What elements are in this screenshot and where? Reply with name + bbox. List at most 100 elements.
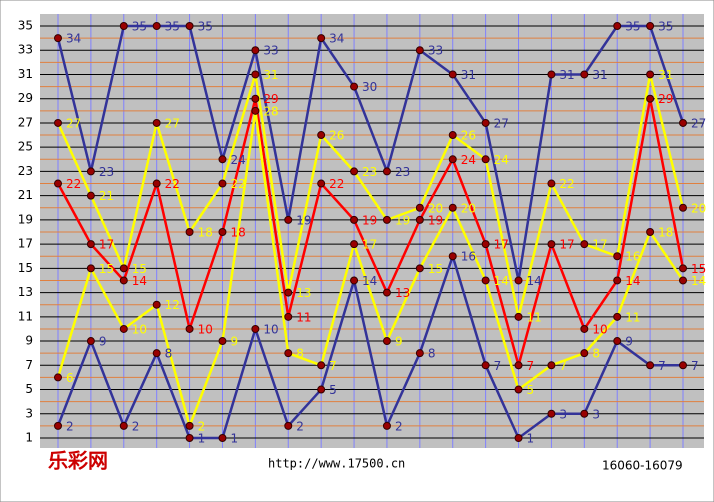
value-label: 22 [165,177,180,191]
point [350,82,359,91]
point [580,349,589,358]
point [251,106,260,115]
point [152,300,161,309]
point [251,324,260,333]
point [613,337,622,346]
y-tick-label: 33 [18,43,33,57]
value-label: 34 [329,32,344,46]
value-label: 8 [296,347,304,361]
value-label: 22 [329,177,344,191]
point [382,167,391,176]
point [448,131,457,140]
point [580,240,589,249]
value-label: 31 [592,68,607,82]
value-label: 13 [296,286,311,300]
point [514,434,523,442]
point [481,361,490,370]
y-tick-label: 17 [18,237,33,251]
point [119,22,128,30]
value-label: 23 [99,165,114,179]
point [547,409,556,418]
point [481,155,490,164]
point [350,240,359,249]
value-label: 19 [428,213,443,227]
value-label: 12 [165,298,180,312]
value-label: 7 [494,359,502,373]
value-label: 27 [165,116,180,130]
point [317,361,326,370]
y-tick-label: 29 [18,91,33,105]
value-label: 27 [494,116,509,130]
point [185,324,194,333]
point [86,337,95,346]
logo: 乐彩网 [48,449,108,473]
point [415,264,424,273]
point [382,288,391,297]
point [218,228,227,236]
value-label: 28 [263,104,278,118]
point [251,70,260,79]
point [54,34,62,43]
value-label: 14 [527,274,542,288]
value-label: 22 [559,177,574,191]
value-label: 20 [461,201,476,215]
point [679,276,687,285]
value-label: 1 [198,432,206,446]
point [350,276,359,285]
value-label: 22 [230,177,245,191]
point [547,179,556,188]
point [317,385,326,394]
point [448,203,457,212]
point [415,349,424,358]
y-tick-label: 23 [18,164,33,178]
value-label: 14 [132,274,147,288]
value-label: 23 [395,165,410,179]
value-label: 9 [625,335,633,349]
point [646,361,655,370]
point [679,118,687,127]
point [54,373,62,382]
value-label: 9 [395,335,403,349]
value-label: 2 [296,419,304,433]
point [350,215,359,224]
point [152,22,161,30]
point [218,179,227,188]
value-label: 35 [165,20,180,34]
point [54,118,62,127]
value-label: 30 [362,80,377,94]
series-line [56,110,685,430]
series-line [56,98,685,371]
point [547,361,556,370]
y-tick-label: 9 [25,334,33,348]
point [448,155,457,164]
point [185,434,194,442]
value-label: 3 [592,407,600,421]
value-label: 14 [362,274,377,288]
point [251,94,260,103]
y-tick-label: 5 [25,382,33,396]
point [613,252,622,261]
value-label: 29 [263,92,278,106]
point [415,215,424,224]
value-label: 10 [263,322,278,336]
point [481,118,490,127]
value-label: 3 [559,407,567,421]
value-label: 27 [66,116,81,130]
point [448,70,457,79]
point [54,421,62,430]
value-label: 17 [592,238,607,252]
value-label: 22 [66,177,81,191]
value-label: 10 [198,322,213,336]
point [86,240,95,249]
value-label: 18 [658,226,673,240]
point [580,324,589,333]
value-label: 2 [66,419,74,433]
value-label: 7 [559,359,567,373]
point [152,349,161,358]
point [284,312,293,321]
value-label: 8 [428,347,436,361]
point [646,94,655,103]
issue-range: 16060-16079 [602,459,683,473]
value-label: 24 [461,153,476,167]
